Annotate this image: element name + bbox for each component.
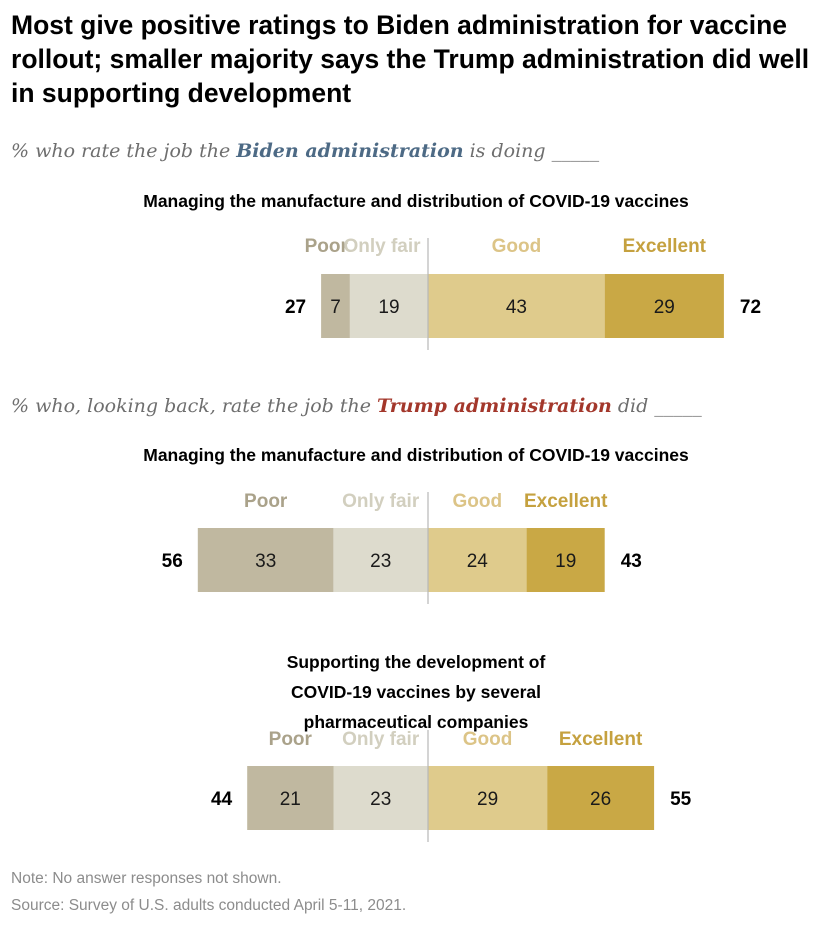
net-negative-3: 44 — [211, 789, 233, 810]
bar-1-excellent — [604, 274, 724, 338]
bar-2-only-fair-value: 23 — [370, 551, 391, 572]
subtitle-biden: % who rate the job the Biden administrat… — [11, 140, 599, 162]
question-3-title: Supporting the development of COVID-19 v… — [286, 652, 546, 732]
net-positive-1: 72 — [740, 297, 761, 318]
legend-2-only-fair: Only fair — [342, 491, 420, 512]
legend-1-good: Good — [492, 236, 542, 257]
bar-3-excellent — [547, 766, 655, 830]
bar-1-excellent-value: 29 — [654, 297, 675, 318]
legend-1-only-fair: Only fair — [343, 236, 421, 257]
bar-3-poor — [247, 766, 334, 830]
bar-3-only-fair-value: 23 — [370, 789, 391, 810]
legend-3-excellent: Excellent — [559, 729, 643, 750]
chart-title: Most give positive ratings to Biden admi… — [11, 10, 810, 108]
bar-3-excellent-value: 26 — [590, 789, 611, 810]
legend-3-only-fair: Only fair — [342, 729, 420, 750]
bar-2-excellent — [526, 528, 605, 592]
subtitle-trump-prefix: % who, looking back, rate the job the — [11, 395, 377, 417]
bar-3-only-fair — [333, 766, 428, 830]
net-positive-3: 55 — [670, 789, 692, 810]
legend-3-poor: Poor — [269, 729, 313, 750]
legend-2-excellent: Excellent — [524, 491, 608, 512]
bar-3-good — [428, 766, 548, 830]
net-negative-1: 27 — [285, 297, 306, 318]
subtitle-trump-emphasis: Trump administration — [377, 395, 612, 417]
net-negative-2: 56 — [162, 551, 183, 572]
net-positive-2: 43 — [621, 551, 642, 572]
bar-2-good — [428, 528, 527, 592]
bar-2-poor-value: 33 — [255, 551, 276, 572]
bar-1-good-value: 43 — [506, 297, 527, 318]
subtitle-biden-prefix: % who rate the job the — [11, 140, 237, 162]
legend-1-excellent: Excellent — [623, 236, 707, 257]
subtitle-trump-suffix: did _____ — [611, 395, 702, 417]
bar-2-excellent-value: 19 — [555, 551, 576, 572]
legend-3-good: Good — [463, 729, 513, 750]
bar-3-good-value: 29 — [477, 789, 498, 810]
question-1-title: Managing the manufacture and distributio… — [143, 191, 689, 211]
legend-2-poor: Poor — [244, 491, 288, 512]
subtitle-biden-suffix: is doing _____ — [463, 140, 600, 162]
bar-1-poor — [321, 274, 350, 338]
subtitle-biden-emphasis: Biden administration — [236, 140, 464, 162]
source: Source: Survey of U.S. adults conducted … — [11, 897, 407, 914]
bar-2-good-value: 24 — [467, 551, 489, 572]
bar-1-poor-value: 7 — [330, 297, 341, 318]
bar-1-only-fair-value: 19 — [378, 297, 399, 318]
legend-1-poor: Poor — [305, 236, 349, 257]
bar-3-poor-value: 21 — [280, 789, 301, 810]
bar-2-poor — [197, 528, 334, 592]
legend-2-good: Good — [452, 491, 502, 512]
question-2-title: Managing the manufacture and distributio… — [143, 445, 689, 465]
subtitle-trump: % who, looking back, rate the job the Tr… — [11, 395, 702, 417]
bar-2-only-fair — [333, 528, 428, 592]
bar-1-only-fair — [349, 274, 428, 338]
note: Note: No answer responses not shown. — [11, 870, 282, 887]
bar-1-good — [428, 274, 605, 338]
